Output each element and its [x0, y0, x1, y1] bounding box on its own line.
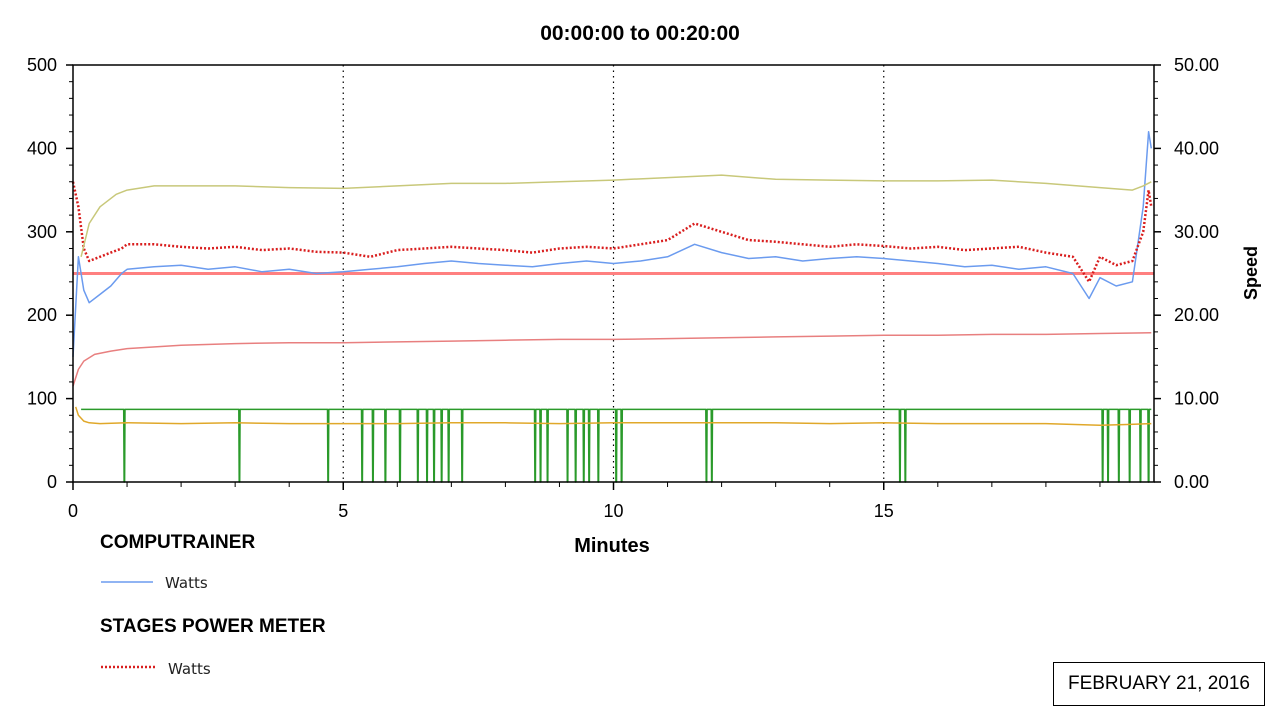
x-axis-label: Minutes [574, 535, 650, 557]
y-right-tick-label: 0.00 [1174, 472, 1209, 492]
axes-group: 01002003004005000.0010.0020.0030.0040.00… [27, 55, 1219, 521]
series-line-2 [80, 174, 1152, 257]
legend-label-computrainer: Watts [165, 574, 208, 592]
y-left-tick-label: 300 [27, 222, 57, 242]
y-right-tick-label: 30.00 [1174, 222, 1219, 242]
y-right-tick-label: 20.00 [1174, 305, 1219, 325]
date-text: FEBRUARY 21, 2016 [1067, 673, 1250, 694]
chart-title: 00:00:00 to 00:20:00 [540, 22, 740, 45]
x-tick-label: 5 [338, 501, 348, 521]
date-label: FEBRUARY 21, 2016 [1053, 662, 1265, 706]
y-left-tick-label: 0 [47, 472, 57, 492]
y-left-tick-label: 200 [27, 305, 57, 325]
right-axis-label: Speed [1241, 246, 1261, 300]
series-group [71, 130, 1153, 483]
legend-label-stages: Watts [168, 660, 211, 678]
x-tick-label: 15 [874, 501, 894, 521]
y-left-tick-label: 100 [27, 389, 57, 409]
series-line-4 [81, 408, 1152, 483]
y-left-tick-label: 400 [27, 138, 57, 158]
y-right-tick-label: 10.00 [1174, 389, 1219, 409]
legend-title-stages: STAGES POWER METER [100, 616, 326, 637]
computrainer-watts-line [72, 130, 1153, 357]
y-left-tick-label: 500 [27, 55, 57, 75]
series-line-5 [74, 406, 1152, 427]
grid-lines [342, 65, 885, 482]
x-tick-label: 0 [68, 501, 78, 521]
y-right-tick-label: 40.00 [1174, 138, 1219, 158]
series-line-3 [72, 331, 1152, 387]
y-right-tick-label: 50.00 [1174, 55, 1219, 75]
stages-power-meter-watts-line [71, 181, 1153, 284]
legend-title-computrainer: COMPUTRAINER [100, 532, 256, 553]
x-tick-label: 10 [603, 501, 623, 521]
